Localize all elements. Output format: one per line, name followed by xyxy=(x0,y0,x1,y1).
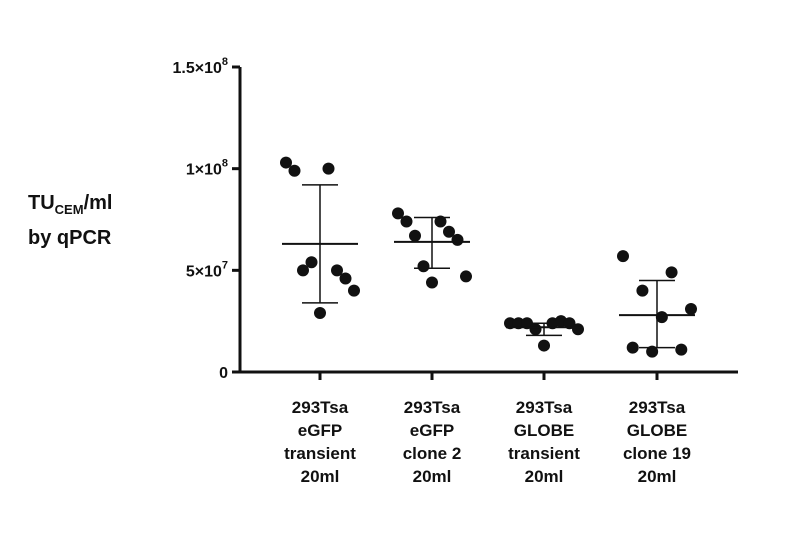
x-category-label: GLOBE xyxy=(627,421,687,440)
y-axis-label-line2: by qPCR xyxy=(28,227,112,249)
x-category-label: transient xyxy=(284,444,356,463)
data-point xyxy=(617,250,629,263)
x-category-label: eGFP xyxy=(298,421,342,440)
data-point xyxy=(572,323,584,336)
x-category-label: 293Tsa xyxy=(292,398,349,417)
y-axis-label-subscript: CEM xyxy=(54,202,84,217)
data-point xyxy=(538,339,550,352)
y-axis-label: TUCEM/ml by qPCR xyxy=(28,189,112,252)
x-category-label: 20ml xyxy=(638,467,677,486)
data-point xyxy=(646,345,659,358)
data-point xyxy=(409,229,421,242)
data-point xyxy=(685,302,697,315)
data-point xyxy=(297,264,309,277)
data-point xyxy=(314,307,326,320)
data-point xyxy=(392,207,404,220)
y-axis-label-main: TU xyxy=(28,192,55,214)
data-point xyxy=(280,156,292,169)
data-point xyxy=(636,284,649,297)
data-point xyxy=(626,341,639,354)
data-point xyxy=(563,317,576,330)
data-point xyxy=(339,272,352,285)
x-category-label: clone 2 xyxy=(403,444,462,463)
y-axis-label-unit: /ml xyxy=(83,192,113,214)
x-category-label: eGFP xyxy=(410,421,454,440)
y-tick-label: 1.5×108 xyxy=(172,56,228,77)
data-point xyxy=(288,164,301,177)
data-point xyxy=(512,317,525,330)
x-category-label: 293Tsa xyxy=(404,398,461,417)
data-point xyxy=(443,225,455,238)
data-point xyxy=(322,162,335,175)
data-point xyxy=(348,284,360,297)
x-category-label: 20ml xyxy=(301,467,340,486)
data-point xyxy=(417,260,430,273)
data-point xyxy=(331,264,343,277)
x-category-label: 20ml xyxy=(525,467,564,486)
y-tick-label: 1×108 xyxy=(186,158,228,179)
data-point xyxy=(675,343,688,356)
data-point xyxy=(400,215,413,228)
data-point xyxy=(434,215,447,228)
data-point xyxy=(665,266,678,279)
data-point xyxy=(529,323,542,336)
x-category-label: 293Tsa xyxy=(629,398,686,417)
data-point xyxy=(504,317,516,330)
data-point xyxy=(305,256,318,269)
x-category-label: 293Tsa xyxy=(516,398,573,417)
x-category-label: GLOBE xyxy=(514,421,574,440)
x-category-label: 20ml xyxy=(413,467,452,486)
x-category-label: transient xyxy=(508,444,580,463)
data-point xyxy=(460,270,472,283)
y-tick-label: 0 xyxy=(219,365,228,382)
x-category-label: clone 19 xyxy=(623,444,691,463)
data-point xyxy=(451,233,464,246)
data-point xyxy=(426,276,438,289)
y-tick-label: 5×107 xyxy=(186,259,228,280)
